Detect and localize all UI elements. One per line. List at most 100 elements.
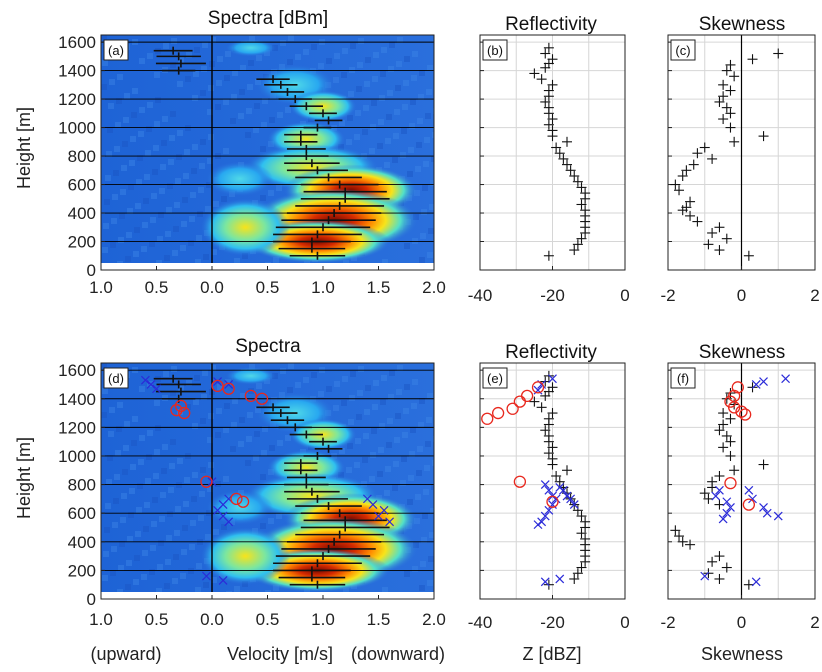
heatmap-cell — [280, 40, 286, 46]
heatmap-cell — [295, 382, 301, 388]
heatmap-cell — [409, 451, 415, 457]
heatmap-cell — [387, 418, 393, 424]
heatmap-cell — [384, 162, 390, 168]
heatmap-cell — [101, 84, 107, 90]
heatmap-cell — [403, 80, 409, 86]
spectra-red-circle — [200, 475, 213, 488]
heatmap-cell — [131, 440, 137, 446]
heatmap-cell — [170, 62, 176, 68]
heatmap-cell — [427, 393, 433, 399]
heatmap-cell — [239, 417, 245, 423]
heatmap-cell — [412, 51, 418, 57]
heatmap-cell — [232, 398, 238, 404]
heatmap-cell — [200, 418, 206, 424]
spectra-blue-cross — [224, 517, 234, 527]
heatmap-cell — [296, 266, 302, 272]
heatmap-cell — [364, 81, 370, 87]
heatmap-cell — [356, 414, 362, 420]
heatmap-cell — [191, 168, 197, 174]
heatmap-cell — [392, 485, 398, 491]
reflectivity-blue-cross — [544, 485, 554, 495]
heatmap-cell — [186, 380, 192, 386]
heatmap-cell — [125, 256, 131, 262]
heatmap-cell — [424, 465, 430, 471]
heatmap-cell — [261, 122, 267, 128]
panel-label-box — [670, 367, 696, 389]
heatmap-cell — [339, 448, 345, 454]
heatmap-cell — [287, 387, 293, 393]
heatmap-cell — [203, 582, 209, 588]
heatmap-cell — [347, 443, 353, 449]
heatmap-cell — [132, 416, 138, 422]
ytick-label: 1600 — [58, 361, 96, 380]
heatmap-cell — [248, 60, 254, 66]
ytick-label: 400 — [68, 533, 96, 552]
heatmap-cell — [119, 541, 125, 547]
heatmap-cell — [432, 460, 434, 466]
heatmap-cell — [326, 386, 332, 392]
heatmap-cell — [273, 257, 279, 263]
heatmap-cell — [362, 457, 368, 463]
heatmap-cell — [202, 370, 208, 376]
heatmap-blob — [225, 39, 276, 57]
heatmap-cell — [287, 59, 293, 65]
heatmap-cell — [121, 165, 127, 171]
heatmap-cell — [224, 403, 230, 409]
xtick-label: 0.5 — [256, 610, 280, 629]
heatmap-cell — [113, 170, 119, 176]
heatmap-cell — [262, 426, 268, 432]
reflectivity-red-circle — [546, 495, 559, 508]
heatmap-cell — [288, 35, 294, 41]
ytick-label: 200 — [68, 233, 96, 252]
heatmap-cell — [384, 490, 390, 496]
heatmap-cell — [378, 119, 384, 125]
heatmap-cell — [128, 184, 134, 190]
heatmap-cell — [154, 449, 160, 455]
heatmap-cell — [205, 206, 211, 212]
heatmap-a — [101, 35, 434, 272]
heatmap-cell — [269, 117, 275, 123]
reflectivity-blue-cross — [537, 380, 547, 389]
heatmap-cell — [410, 99, 416, 105]
heatmap-cell — [411, 403, 417, 409]
xtick-label: 1.5 — [367, 278, 391, 297]
heatmap-cell — [150, 545, 156, 551]
heatmap-cell — [192, 423, 198, 429]
heatmap-cell — [155, 97, 161, 103]
heatmap-cell — [358, 366, 364, 372]
heatmap-cell — [150, 217, 156, 223]
heatmap-cell — [370, 124, 376, 130]
title-b: Reflectivity — [505, 14, 597, 35]
xlabel-downward: (downward) — [351, 644, 445, 664]
heatmap-cell — [142, 222, 148, 228]
heatmap-cell — [254, 103, 260, 109]
heatmap-cell — [117, 589, 123, 592]
heatmap-cell — [161, 468, 167, 474]
heatmap-cell — [166, 207, 172, 213]
heatmap-cell — [143, 198, 149, 204]
heatmap-cell — [144, 502, 150, 508]
plot-layer: 0200400600800100012001400160002004006008… — [58, 33, 820, 632]
panel-label: (b) — [487, 43, 503, 58]
heatmap-cell — [401, 128, 407, 134]
heatmap-cell — [285, 107, 291, 113]
heatmap-cell — [174, 530, 180, 536]
heatmap-cell — [221, 524, 227, 530]
heatmap-cell — [144, 174, 150, 180]
heatmap-cell — [151, 193, 157, 199]
heatmap-cell — [335, 593, 341, 599]
reflectivity-blue-cross — [540, 511, 550, 521]
heatmap-cell — [215, 432, 221, 438]
heatmap-cell — [223, 148, 229, 154]
heatmap-cell — [134, 555, 140, 561]
heatmap-cell — [346, 139, 352, 145]
heatmap-cell — [147, 430, 153, 436]
spectra-blue-cross — [224, 380, 234, 389]
heatmap-cell — [188, 240, 194, 246]
heatmap-cell — [199, 491, 205, 497]
heatmap-cell — [184, 477, 190, 483]
heatmap-cell — [407, 499, 413, 505]
heatmap-cell — [341, 400, 347, 406]
xtick-label: -40 — [468, 286, 493, 305]
heatmap-cell — [126, 560, 132, 566]
